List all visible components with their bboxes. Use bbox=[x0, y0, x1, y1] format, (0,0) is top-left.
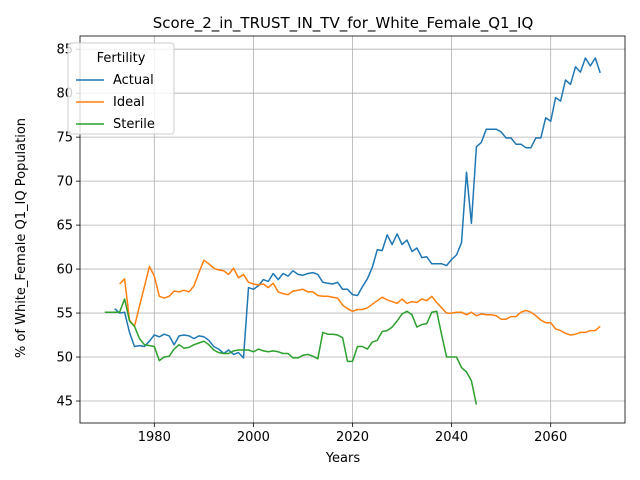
chart-title: Score_2_in_TRUST_IN_TV_for_White_Female_… bbox=[153, 14, 534, 33]
x-tick-label: 1980 bbox=[138, 430, 171, 445]
series-line-ideal bbox=[119, 259, 601, 336]
y-tick-label: 60 bbox=[56, 263, 73, 278]
y-tick-label: 55 bbox=[56, 307, 73, 322]
legend-label-actual: Actual bbox=[113, 73, 154, 88]
x-axis: 1980 2000 2020 2040 2060 bbox=[138, 423, 567, 445]
legend-label-ideal: Ideal bbox=[113, 95, 145, 110]
y-tick-label: 45 bbox=[56, 395, 73, 410]
x-axis-label: Years bbox=[325, 451, 361, 466]
y-axis-label: % of White_Female Q1_IQ Population bbox=[14, 118, 29, 358]
series-layer bbox=[104, 57, 601, 405]
x-tick-label: 2040 bbox=[435, 430, 468, 445]
legend-box bbox=[67, 42, 175, 135]
x-tick-label: 2020 bbox=[336, 430, 369, 445]
y-tick-label: 50 bbox=[56, 351, 73, 366]
legend-label-sterile: Sterile bbox=[113, 117, 155, 132]
y-tick-label: 70 bbox=[56, 175, 73, 190]
series-line-sterile bbox=[104, 298, 478, 405]
y-tick-label: 65 bbox=[56, 219, 73, 234]
x-tick-label: 2000 bbox=[237, 430, 270, 445]
y-tick-label: 75 bbox=[56, 131, 73, 146]
legend-items: Actual Ideal Sterile bbox=[76, 73, 155, 132]
series-line-actual bbox=[114, 57, 601, 359]
legend-title: Fertility bbox=[97, 51, 146, 66]
legend: Fertility Actual Ideal Sterile bbox=[67, 42, 175, 135]
x-tick-label: 2060 bbox=[534, 430, 567, 445]
